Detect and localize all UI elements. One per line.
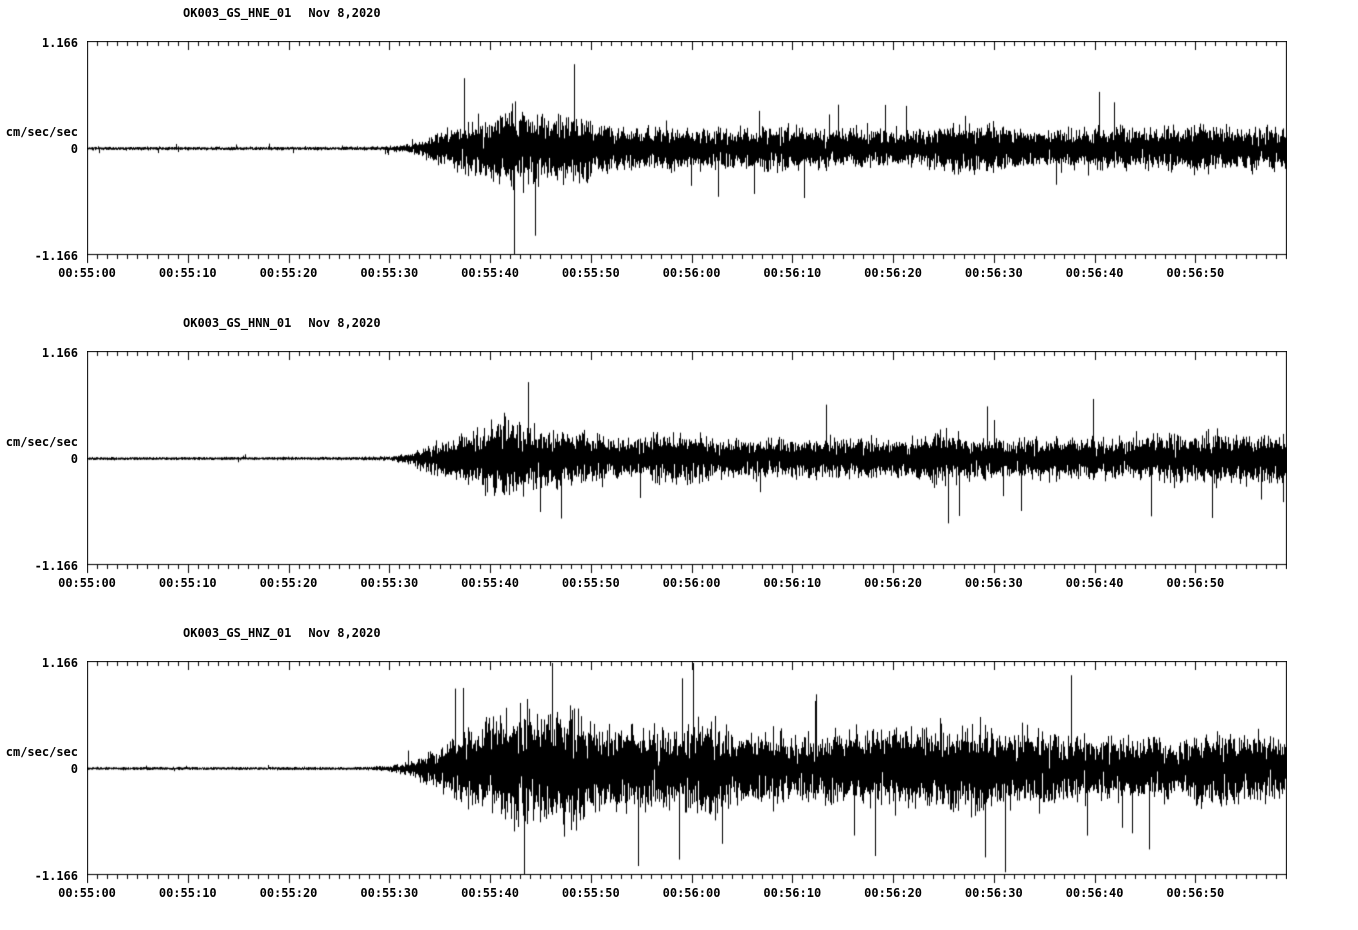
plot-area bbox=[87, 41, 1287, 269]
y-tick-label-max: 1.166 bbox=[41, 36, 78, 50]
x-tick-label: 00:55:00 bbox=[58, 266, 116, 280]
x-tick-label: 00:56:30 bbox=[964, 266, 1023, 280]
x-tick-label: 00:55:50 bbox=[561, 266, 620, 280]
x-tick-label: 00:56:00 bbox=[662, 266, 721, 280]
plot-area bbox=[87, 351, 1287, 579]
x-tick-label: 00:56:10 bbox=[763, 576, 822, 590]
x-tick-label: 00:56:10 bbox=[763, 886, 822, 900]
y-axis-unit-label: cm/sec/sec bbox=[5, 435, 78, 449]
y-tick-label-min: -1.166 bbox=[34, 869, 78, 883]
x-tick-label: 00:55:00 bbox=[58, 886, 116, 900]
x-tick-label: 00:56:30 bbox=[964, 886, 1023, 900]
x-tick-label: 00:56:50 bbox=[1166, 266, 1225, 280]
y-tick-label-zero: 0 bbox=[70, 142, 78, 156]
x-tick-label: 00:56:00 bbox=[662, 576, 721, 590]
seismogram-panel-hnn: OK003_GS_HNN_01 Nov 8,2020 1.166 cm/sec/s… bbox=[0, 310, 1358, 620]
date-label: Nov 8,2020 bbox=[308, 6, 381, 20]
x-tick-label: 00:56:20 bbox=[864, 576, 922, 590]
x-tick-label: 00:55:40 bbox=[461, 886, 519, 900]
x-axis-labels: 00:55:00 00:55:10 00:55:20 00:55:30 00:55:40… bbox=[58, 576, 1287, 592]
station-channel-label: OK003_GS_HNZ_01 bbox=[183, 626, 292, 640]
x-tick-label: 00:55:10 bbox=[158, 576, 217, 590]
x-tick-label: 00:55:20 bbox=[259, 886, 318, 900]
station-channel-label: OK003_GS_HNE_01 bbox=[183, 6, 292, 20]
x-tick-label: 00:55:30 bbox=[360, 886, 419, 900]
x-tick-label: 00:55:30 bbox=[360, 266, 419, 280]
date-label: Nov 8,2020 bbox=[308, 316, 381, 330]
x-tick-label: 00:55:50 bbox=[561, 576, 620, 590]
y-tick-label-min: -1.166 bbox=[34, 249, 78, 263]
x-tick-label: 00:55:10 bbox=[158, 886, 217, 900]
y-tick-label-min: -1.166 bbox=[34, 559, 78, 573]
x-tick-label: 00:56:50 bbox=[1166, 886, 1225, 900]
x-tick-label: 00:55:50 bbox=[561, 886, 620, 900]
waveform-canvas bbox=[87, 661, 1287, 889]
chart-title: OK003_GS_HNN_01 Nov 8,2020 bbox=[183, 316, 381, 330]
x-tick-label: 00:56:40 bbox=[1065, 886, 1124, 900]
x-tick-label: 00:56:10 bbox=[763, 266, 822, 280]
x-tick-label: 00:55:00 bbox=[58, 576, 116, 590]
chart-title: OK003_GS_HNZ_01 Nov 8,2020 bbox=[183, 626, 381, 640]
waveform-canvas bbox=[87, 41, 1287, 269]
y-tick-label-zero: 0 bbox=[70, 452, 78, 466]
x-axis-labels: 00:55:00 00:55:10 00:55:20 00:55:30 00:55:40… bbox=[58, 266, 1287, 282]
station-channel-label: OK003_GS_HNN_01 bbox=[183, 316, 292, 330]
x-tick-label: 00:55:10 bbox=[158, 266, 217, 280]
x-tick-label: 00:55:40 bbox=[461, 576, 519, 590]
y-tick-label-zero: 0 bbox=[70, 762, 78, 776]
date-label: Nov 8,2020 bbox=[308, 626, 381, 640]
y-axis-unit-label: cm/sec/sec bbox=[5, 125, 78, 139]
x-tick-label: 00:56:40 bbox=[1065, 266, 1124, 280]
x-tick-label: 00:55:20 bbox=[259, 266, 318, 280]
x-tick-label: 00:56:50 bbox=[1166, 576, 1225, 590]
waveform-canvas bbox=[87, 351, 1287, 579]
y-tick-label-max: 1.166 bbox=[41, 346, 78, 360]
x-tick-label: 00:56:20 bbox=[864, 266, 922, 280]
x-tick-label: 00:56:40 bbox=[1065, 576, 1124, 590]
x-tick-label: 00:55:40 bbox=[461, 266, 519, 280]
chart-title: OK003_GS_HNE_01 Nov 8,2020 bbox=[183, 6, 381, 20]
plot-area bbox=[87, 661, 1287, 889]
x-tick-label: 00:56:30 bbox=[964, 576, 1023, 590]
seismogram-panel-hnz: OK003_GS_HNZ_01 Nov 8,2020 1.166 cm/sec/s… bbox=[0, 620, 1358, 930]
x-tick-label: 00:55:20 bbox=[259, 576, 318, 590]
seismogram-panel-hne: OK003_GS_HNE_01 Nov 8,2020 1.166 cm/sec/s… bbox=[0, 0, 1358, 310]
x-tick-label: 00:56:20 bbox=[864, 886, 922, 900]
y-axis-unit-label: cm/sec/sec bbox=[5, 745, 78, 759]
x-tick-label: 00:55:30 bbox=[360, 576, 419, 590]
x-axis-labels: 00:55:00 00:55:10 00:55:20 00:55:30 00:55:40… bbox=[58, 886, 1287, 902]
x-tick-label: 00:56:00 bbox=[662, 886, 721, 900]
y-tick-label-max: 1.166 bbox=[41, 656, 78, 670]
